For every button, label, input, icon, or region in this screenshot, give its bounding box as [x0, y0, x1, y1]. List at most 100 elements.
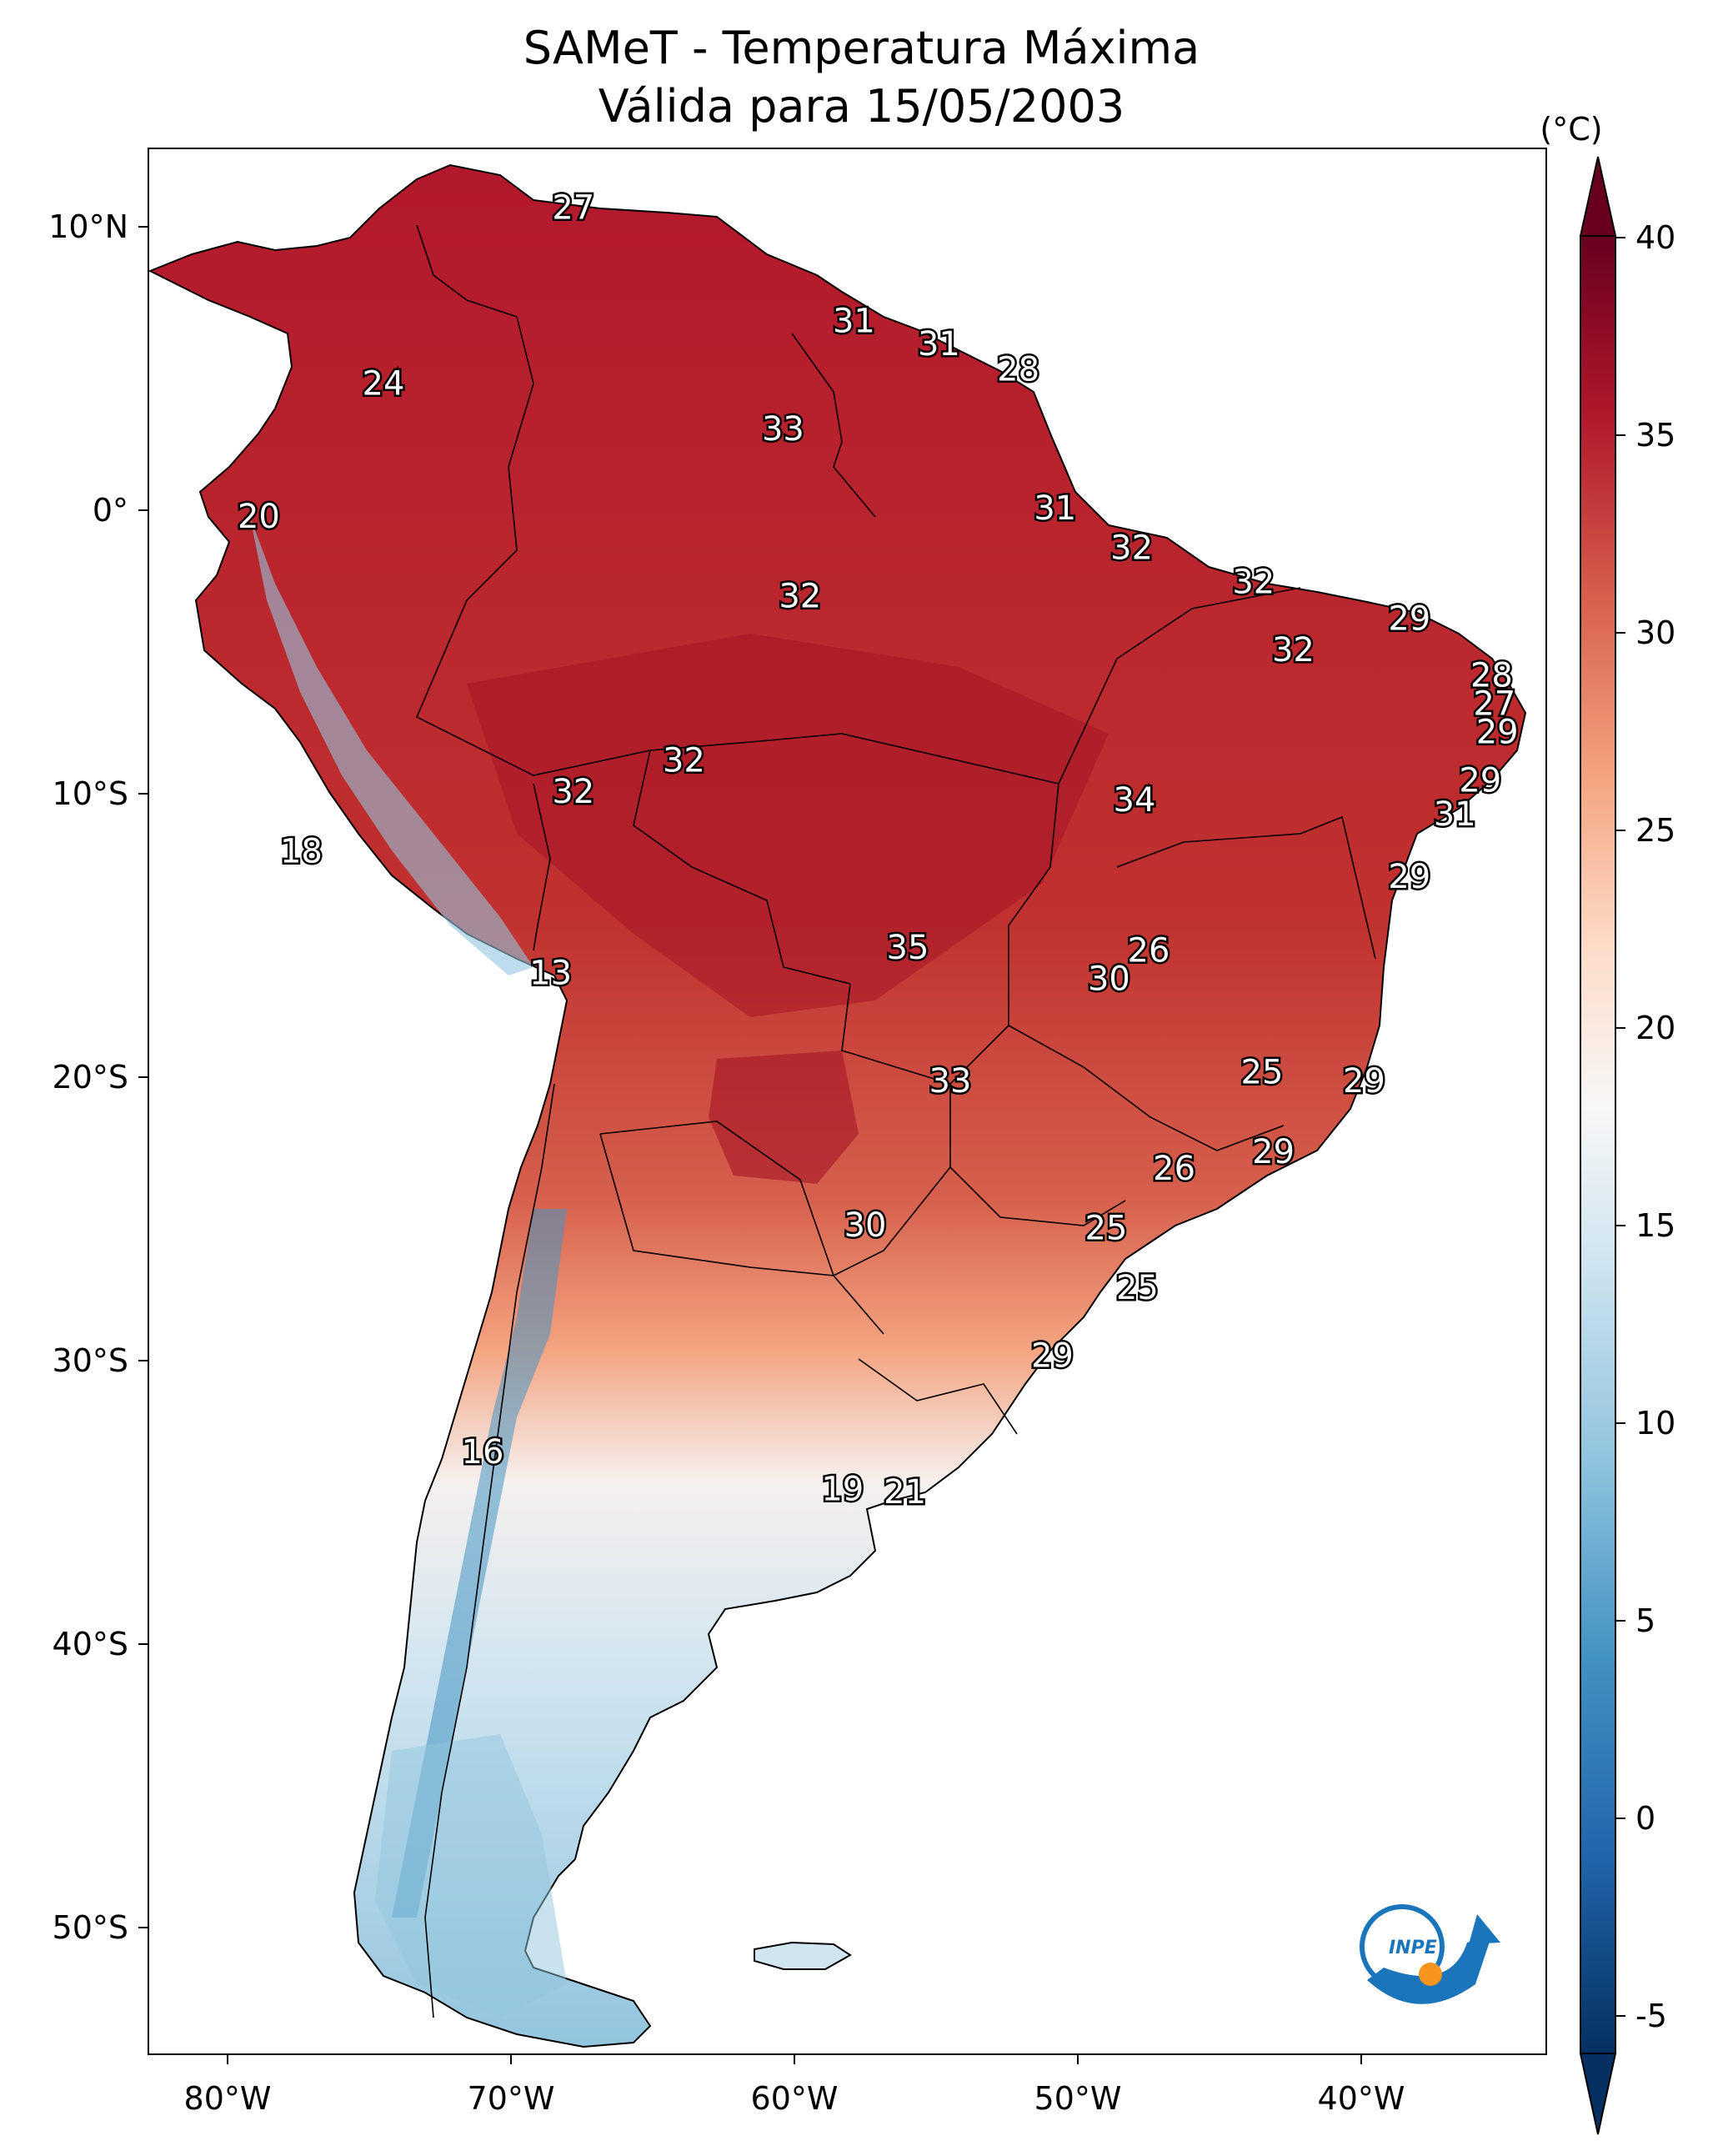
lat-tick-label: 30°S: [53, 1342, 128, 1379]
patagonia-cold: [375, 1734, 567, 2018]
temperature-label: 32: [1272, 631, 1315, 669]
longitude-axis: 80°W 70°W 60°W 50°W 40°W: [184, 2054, 1405, 2117]
temperature-label: 18: [280, 832, 323, 870]
map-frame: [148, 148, 1547, 2055]
temperature-label: 13: [529, 955, 572, 993]
andes-cold-band: [392, 1209, 567, 1918]
colorbar-tick-label: 20: [1635, 1010, 1675, 1046]
temperature-label: 31: [833, 303, 875, 341]
lat-tick-label: 20°S: [53, 1059, 128, 1096]
inpe-logo-sun: [1419, 1963, 1442, 1986]
temperature-label: 32: [1110, 529, 1153, 568]
lon-tick-label: 80°W: [184, 2080, 272, 2117]
temperature-label: 31: [918, 325, 960, 364]
temperature-label: 27: [1473, 685, 1515, 724]
border-brazil-states-b: [949, 783, 1059, 1085]
temperature-label: 26: [1153, 1150, 1195, 1188]
border-brazil-states-d: [1008, 1025, 1285, 1151]
temperature-label: 32: [779, 577, 821, 615]
colorbar-tick-label: 40: [1635, 219, 1675, 256]
temperature-label: 28: [997, 350, 1039, 389]
temperature-label: 32: [1232, 563, 1275, 601]
temperature-label: 29: [1459, 761, 1501, 800]
inpe-logo-swoosh: [1367, 1934, 1492, 2004]
colorbar-tick-label: 10: [1635, 1405, 1675, 1442]
temperature-label: 20: [238, 498, 280, 536]
lat-tick-label: 40°S: [53, 1626, 128, 1662]
lon-tick-label: 40°W: [1318, 2080, 1405, 2117]
temperature-label: 34: [1114, 781, 1156, 820]
colorbar-tick-label: 0: [1635, 1800, 1655, 1837]
border-brazil-states-e: [949, 1166, 1126, 1226]
colorbar-tick-label: 15: [1635, 1207, 1675, 1244]
temperature-label: 27: [552, 189, 594, 228]
map-subtitle: Válida para 15/05/2003: [598, 80, 1125, 133]
lon-tick-label: 60°W: [751, 2080, 839, 2117]
map-title: SAMeT - Temperatura Máxima: [523, 22, 1200, 74]
colorbar-top-extension: [1579, 156, 1617, 237]
peru-coast-cold: [250, 517, 533, 975]
temperature-label: 16: [462, 1433, 504, 1472]
colorbar-gradient: [1580, 235, 1616, 2054]
temperature-label: 25: [1116, 1269, 1159, 1307]
colorbar-tick-label: 5: [1635, 1602, 1655, 1639]
heat-core-chaco: [709, 1050, 859, 1184]
lon-tick-label: 50°W: [1034, 2080, 1122, 2117]
temperature-label: 32: [552, 773, 594, 811]
colorbar-tick-label: 30: [1635, 614, 1675, 651]
colorbar-tick-label: -5: [1635, 1998, 1667, 2034]
temperature-label: 30: [844, 1206, 887, 1245]
temperature-label: 29: [1476, 714, 1519, 752]
colorbar-bottom-extension: [1579, 2053, 1617, 2135]
inpe-logo-text: INPE: [1389, 1938, 1437, 1958]
colorbar: (°C) -5 0 5 10 15 20 25 30 35 40: [1540, 111, 1675, 2135]
border-bolivia-brazil: [633, 750, 851, 985]
heat-core-amazon: [467, 634, 1109, 1017]
temperature-label: 26: [1128, 931, 1170, 970]
border-brazil-paraguay: [833, 983, 951, 1276]
temperature-label: 35: [887, 929, 929, 967]
lat-tick-label: 10°N: [48, 208, 128, 245]
temperature-label: 31: [1434, 795, 1476, 834]
temperature-label: 21: [884, 1473, 926, 1512]
country-borders: [415, 224, 1376, 2018]
border-guianas: [791, 333, 876, 518]
temperature-label: 29: [1252, 1133, 1295, 1171]
temperature-label: 29: [1388, 858, 1430, 896]
colorbar-ticks: -5 0 5 10 15 20 25 30 35 40: [1615, 219, 1675, 2034]
continent-layer: [148, 163, 1527, 2048]
lon-tick-label: 70°W: [468, 2080, 555, 2117]
temperature-label: 33: [762, 410, 804, 449]
temperature-label: 29: [1031, 1337, 1074, 1376]
temperature-label: 29: [1343, 1062, 1385, 1101]
border-peru-bolivia: [533, 783, 551, 951]
border-chile-argentina: [424, 1083, 555, 2018]
border-argentina-provinces: [599, 1133, 884, 1335]
temperature-label: 25: [1085, 1210, 1128, 1248]
temperature-label: 30: [1088, 960, 1130, 998]
inpe-logo-arrow: [1469, 1914, 1500, 1944]
border-colombia-venezuela: [416, 224, 534, 468]
border-brazil-states-c: [1116, 815, 1376, 960]
inpe-logo: INPE: [1360, 1904, 1500, 2004]
border-brazil-states-a: [841, 587, 1301, 785]
temperature-label: 25: [1241, 1054, 1284, 1092]
lat-tick-label: 0°: [93, 492, 128, 529]
border-argentina-bolivia: [599, 1121, 834, 1276]
latitude-axis: 10°N 0° 10°S 20°S 30°S 40°S 50°S: [48, 208, 148, 1946]
colorbar-tick-label: 35: [1635, 417, 1675, 454]
border-brazil-uruguay: [858, 1358, 1018, 1435]
temperature-label: 32: [663, 742, 705, 780]
temperature-label: 31: [1034, 489, 1076, 528]
lat-tick-label: 50°S: [53, 1909, 128, 1946]
falkland-islands: [754, 1941, 852, 1970]
lat-tick-label: 10°S: [53, 775, 128, 812]
colorbar-tick-label: 25: [1635, 812, 1675, 849]
temperature-label: 24: [363, 364, 405, 403]
border-brazil-west: [415, 466, 843, 776]
temperature-label: 19: [821, 1470, 864, 1508]
temperature-label: 33: [929, 1062, 972, 1101]
temperature-label: 29: [1388, 600, 1430, 639]
